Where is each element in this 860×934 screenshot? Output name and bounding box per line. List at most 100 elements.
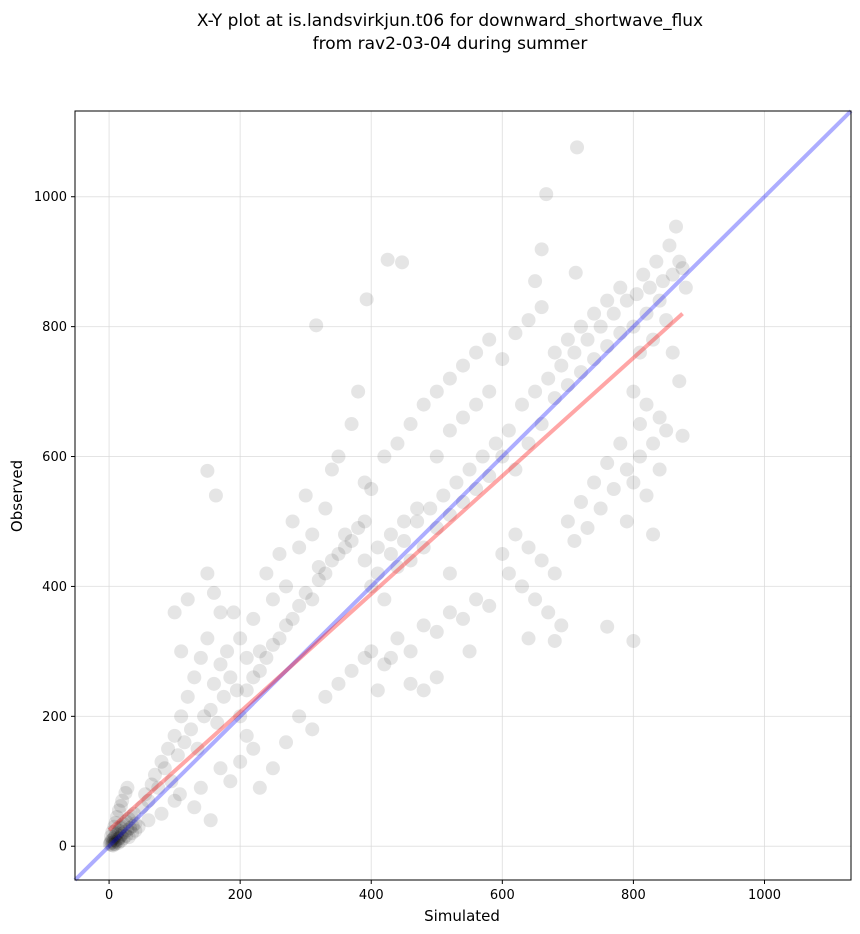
data-point — [359, 292, 374, 307]
data-point — [632, 345, 647, 360]
data-point — [265, 637, 280, 652]
data-point — [514, 397, 529, 412]
data-point — [311, 572, 326, 587]
data-point — [233, 709, 248, 724]
data-point — [344, 533, 359, 548]
data-point — [606, 306, 621, 321]
data-point — [642, 280, 657, 295]
data-point — [613, 280, 628, 295]
data-point — [619, 462, 634, 477]
data-point — [669, 219, 684, 234]
data-point — [164, 774, 179, 789]
data-point — [539, 187, 554, 202]
data-point — [193, 780, 208, 795]
data-point — [167, 728, 182, 743]
data-point — [442, 605, 457, 620]
data-point — [528, 274, 543, 289]
data-point — [114, 819, 129, 834]
data-point — [223, 670, 238, 685]
data-point — [613, 326, 628, 341]
data-point — [252, 780, 267, 795]
data-point — [541, 371, 556, 386]
data-point — [259, 650, 274, 665]
data-point — [116, 817, 131, 832]
data-point — [593, 319, 608, 334]
data-point — [662, 238, 677, 253]
data-point — [216, 689, 231, 704]
data-point — [125, 819, 140, 834]
data-point — [125, 826, 140, 841]
x-tick-label: 800 — [621, 888, 646, 903]
data-point — [370, 540, 385, 555]
data-point — [410, 514, 425, 529]
data-point — [495, 449, 510, 464]
fit-line — [107, 312, 684, 832]
x-axis-ticks: 0 200 400 600 800 1000 — [105, 880, 781, 903]
data-point — [298, 585, 313, 600]
data-point — [397, 514, 412, 529]
x-tick-label: 0 — [105, 888, 113, 903]
data-point — [659, 423, 674, 438]
data-point — [104, 829, 119, 844]
data-point — [213, 657, 228, 672]
data-point — [646, 527, 661, 542]
one-to-one-line — [73, 109, 853, 882]
x-axis-label: Simulated — [424, 907, 500, 925]
data-point — [200, 463, 215, 478]
data-point — [111, 835, 126, 850]
data-point — [187, 800, 202, 815]
data-point — [600, 619, 615, 634]
data-point — [190, 741, 205, 756]
data-point — [659, 313, 674, 328]
data-point — [567, 345, 582, 360]
data-point — [172, 787, 187, 802]
data-point — [200, 631, 215, 646]
data-point — [167, 793, 182, 808]
data-point — [678, 280, 693, 295]
data-point — [265, 761, 280, 776]
data-point — [547, 633, 562, 648]
data-point — [206, 676, 221, 691]
y-tick-label: 600 — [42, 450, 67, 465]
data-point — [429, 670, 444, 685]
data-point — [111, 823, 126, 838]
data-point — [560, 514, 575, 529]
data-point — [107, 836, 122, 851]
data-point — [311, 559, 326, 574]
data-point — [305, 722, 320, 737]
data-point — [534, 553, 549, 568]
data-point — [111, 832, 126, 847]
data-point — [193, 650, 208, 665]
data-point — [109, 809, 124, 824]
data-point — [197, 709, 212, 724]
data-point — [170, 748, 185, 763]
data-point — [180, 689, 195, 704]
data-point — [377, 449, 392, 464]
data-point — [124, 809, 139, 824]
data-point — [560, 332, 575, 347]
data-point — [613, 436, 628, 451]
data-point — [111, 803, 126, 818]
data-point — [619, 293, 634, 308]
data-point — [442, 507, 457, 522]
data-point — [151, 780, 166, 795]
data-point — [508, 462, 523, 477]
data-point — [528, 384, 543, 399]
data-point — [646, 332, 661, 347]
data-point — [568, 265, 583, 280]
data-point — [403, 417, 418, 432]
data-point — [223, 774, 238, 789]
data-point — [246, 741, 261, 756]
data-point — [154, 754, 169, 769]
data-point — [380, 252, 395, 267]
data-point — [672, 374, 687, 389]
data-point — [177, 735, 192, 750]
data-point — [246, 611, 261, 626]
data-point — [573, 319, 588, 334]
data-point — [118, 785, 133, 800]
data-point — [220, 644, 235, 659]
data-point — [580, 332, 595, 347]
data-point — [665, 345, 680, 360]
data-point — [469, 482, 484, 497]
